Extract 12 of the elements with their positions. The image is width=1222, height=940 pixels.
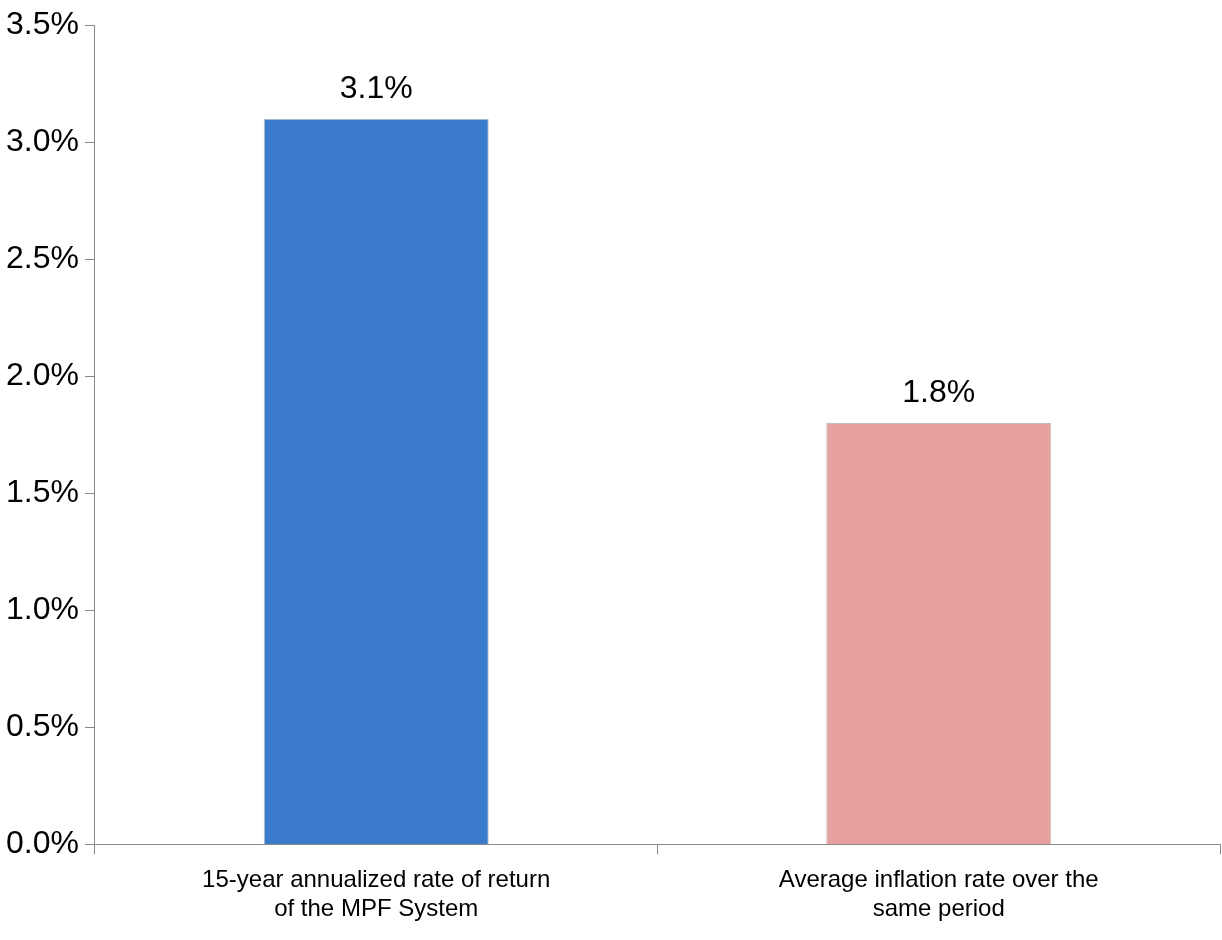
data-label: 3.1% [339,68,413,105]
x-tick-label: 15-year annualized rate of return of the MPF System [202,865,551,922]
x-tick-label: Average inflation rate over the same period [778,865,1099,922]
y-tick-label: 1.0% [6,590,79,627]
y-tick-label: 0.5% [6,707,79,744]
y-tick-label: 2.5% [6,239,79,276]
y-tick-label: 3.0% [6,122,79,159]
y-tick-label: 2.0% [6,356,79,393]
y-tick-label: 0.0% [6,824,79,861]
y-tick-label: 1.5% [6,473,79,510]
y-tick-label: 3.5% [6,5,79,42]
data-label: 1.8% [902,372,976,409]
